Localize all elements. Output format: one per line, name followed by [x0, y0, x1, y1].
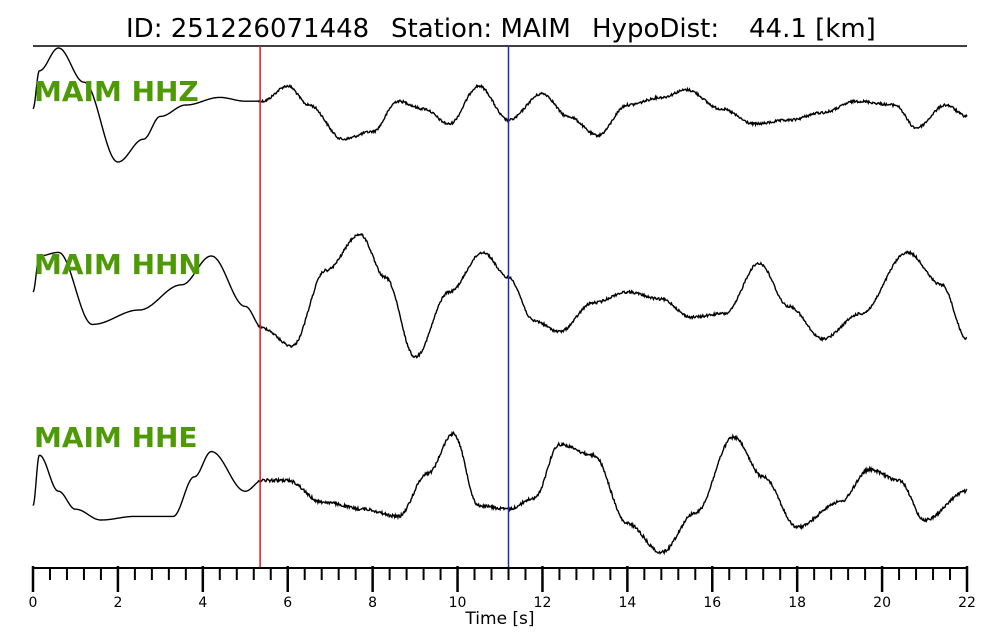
x-tick-label: 18: [788, 595, 806, 611]
trace-label-hhe: MAIM HHE: [34, 421, 198, 454]
x-tick-label: 16: [703, 595, 721, 611]
x-tick-label: 8: [368, 595, 377, 611]
trace-line-hhe: [32, 430, 968, 556]
x-tick-label: 6: [283, 595, 292, 611]
title-hypodist-value: 44.1 [km]: [749, 14, 876, 44]
x-tick-label: 22: [958, 595, 976, 611]
x-tick-label: 14: [618, 595, 636, 611]
x-tick-label: 20: [873, 595, 891, 611]
x-tick-label: 10: [449, 595, 467, 611]
x-tick-label: 4: [198, 595, 207, 611]
title-station: Station: MAIM: [391, 14, 571, 44]
x-tick-label: 0: [29, 595, 38, 611]
title-event-id: ID: 251226071448: [126, 14, 369, 44]
title-hypodist-label: HypoDist:: [592, 14, 719, 44]
traces-group: [32, 47, 968, 556]
x-tick-label: 2: [113, 595, 122, 611]
x-tick-label: 12: [534, 595, 552, 611]
trace-line-hhn: [32, 232, 968, 359]
trace-label-hhz: MAIM HHZ: [34, 75, 199, 108]
x-axis-ticks: 0 2 4 6 8 10 12 14 16 18 20 22: [29, 566, 976, 611]
x-axis-label: Time [s]: [464, 609, 534, 629]
trace-label-hhn: MAIM HHN: [34, 248, 202, 281]
trace-line-hhz: [32, 47, 968, 163]
picks-group: [259, 46, 510, 568]
